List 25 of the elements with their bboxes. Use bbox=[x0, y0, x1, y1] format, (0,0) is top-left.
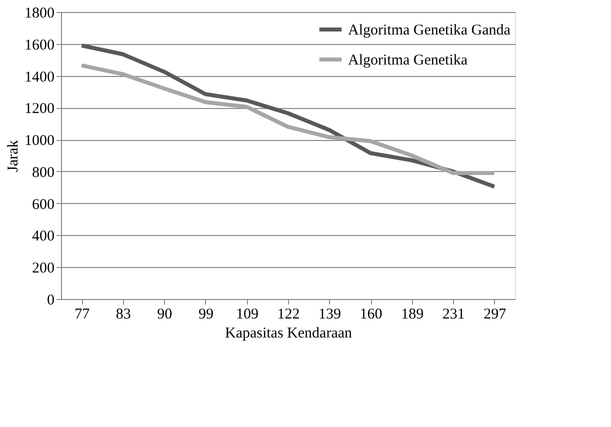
y-tick-label: 400 bbox=[32, 228, 54, 245]
y-tick-label: 800 bbox=[32, 164, 54, 181]
x-tick-label: 109 bbox=[236, 306, 258, 322]
x-tick-label: 160 bbox=[360, 306, 382, 322]
legend-label: Algoritma Genetika bbox=[348, 52, 468, 68]
x-axis-title: Kapasitas Kendaraan bbox=[224, 326, 353, 342]
y-tick-label: 1600 bbox=[24, 37, 54, 54]
y-tick-label: 1800 bbox=[24, 6, 54, 22]
x-tick-label: 139 bbox=[318, 306, 342, 322]
y-tick-label: 1400 bbox=[24, 69, 54, 86]
x-tick-label: 90 bbox=[157, 306, 172, 322]
y-tick-label: 600 bbox=[32, 196, 54, 213]
x-tick-label: 122 bbox=[277, 306, 300, 322]
y-tick-label: 0 bbox=[47, 292, 54, 308]
x-tick-label: 297 bbox=[484, 306, 507, 322]
y-tick-label: 200 bbox=[32, 260, 54, 277]
x-tick-label: 231 bbox=[442, 306, 465, 322]
y-tick-label: 1000 bbox=[24, 133, 54, 150]
x-tick-label: 99 bbox=[198, 306, 214, 322]
x-tick-label: 83 bbox=[116, 306, 131, 322]
y-tick-label: 1200 bbox=[24, 101, 54, 118]
x-tick-label: 189 bbox=[401, 306, 424, 322]
x-tick-label: 77 bbox=[74, 306, 90, 322]
y-axis-title: Jarak bbox=[6, 140, 22, 172]
legend-label: Algoritma Genetika Ganda bbox=[348, 22, 511, 38]
